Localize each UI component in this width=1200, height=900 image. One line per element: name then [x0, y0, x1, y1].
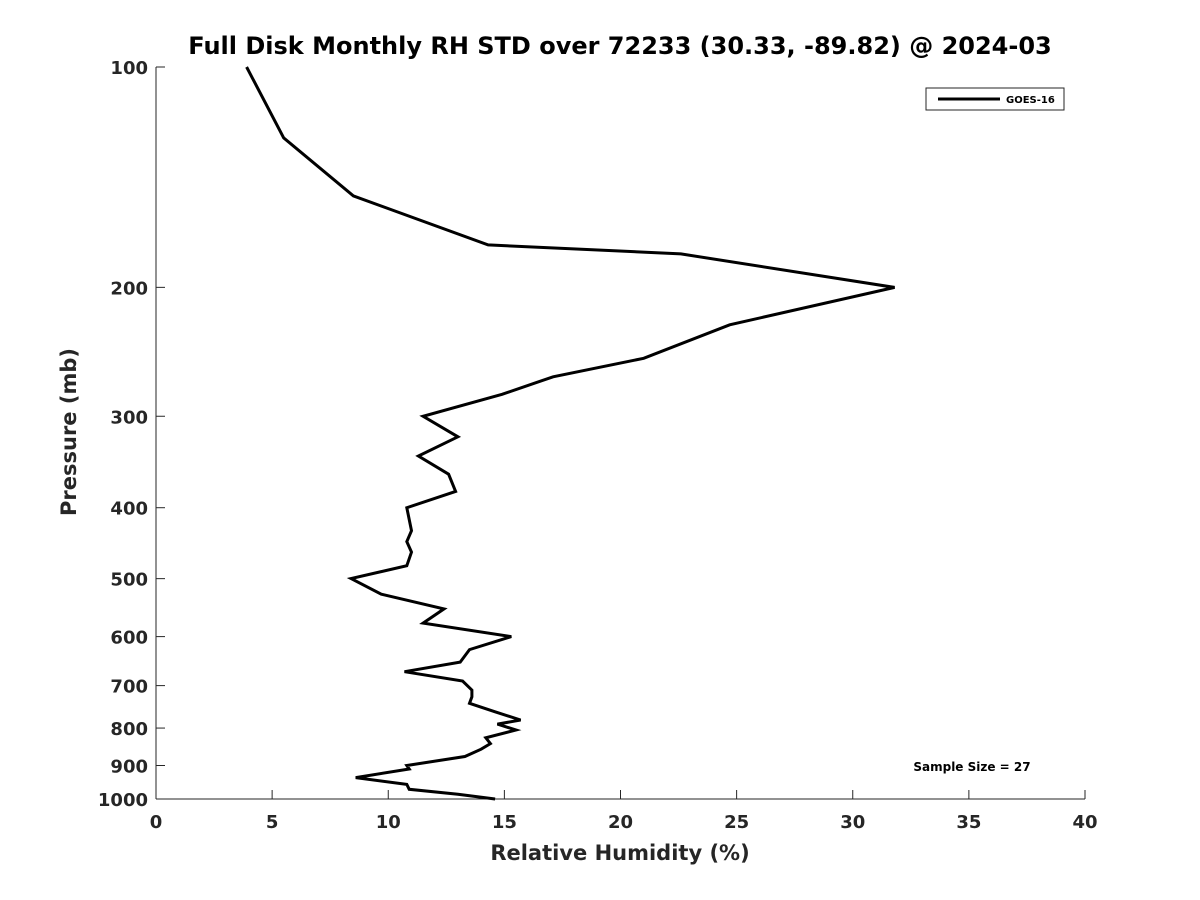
- x-tick-label: 35: [956, 812, 981, 833]
- y-tick-label: 1000: [98, 790, 148, 811]
- sample-size-note: Sample Size = 27: [913, 760, 1030, 774]
- legend: GOES-16: [925, 87, 1065, 111]
- x-tick-label: 40: [1072, 812, 1097, 833]
- y-tick-label: 400: [110, 499, 148, 520]
- x-tick-label: 5: [266, 812, 279, 833]
- x-tick-label: 20: [608, 812, 633, 833]
- chart-title: Full Disk Monthly RH STD over 72233 (30.…: [188, 32, 1051, 60]
- x-tick-label: 0: [150, 812, 163, 833]
- series-layer: [245, 66, 895, 801]
- y-tick-label: 500: [110, 570, 148, 591]
- x-tick-label: 25: [724, 812, 749, 833]
- y-ticks: 100 200 300 400 500 600 700 800 900 1000: [98, 58, 165, 811]
- x-tick-label: 10: [376, 812, 401, 833]
- y-axis-label: Pressure (mb): [57, 348, 81, 516]
- y-tick-label: 600: [110, 628, 148, 649]
- y-tick-label: 200: [110, 278, 148, 299]
- x-tick-label: 30: [840, 812, 865, 833]
- y-tick-label: 100: [110, 58, 148, 79]
- x-axis-label: Relative Humidity (%): [490, 841, 749, 865]
- y-tick-label: 700: [110, 677, 148, 698]
- y-tick-label: 900: [110, 757, 148, 778]
- y-tick-label: 800: [110, 719, 148, 740]
- x-tick-label: 15: [492, 812, 517, 833]
- series-line: [245, 66, 895, 801]
- legend-label: GOES-16: [1006, 95, 1055, 106]
- y-tick-label: 300: [110, 407, 148, 428]
- x-ticks: 0 5 10 15 20 25 30 35 40: [150, 790, 1098, 833]
